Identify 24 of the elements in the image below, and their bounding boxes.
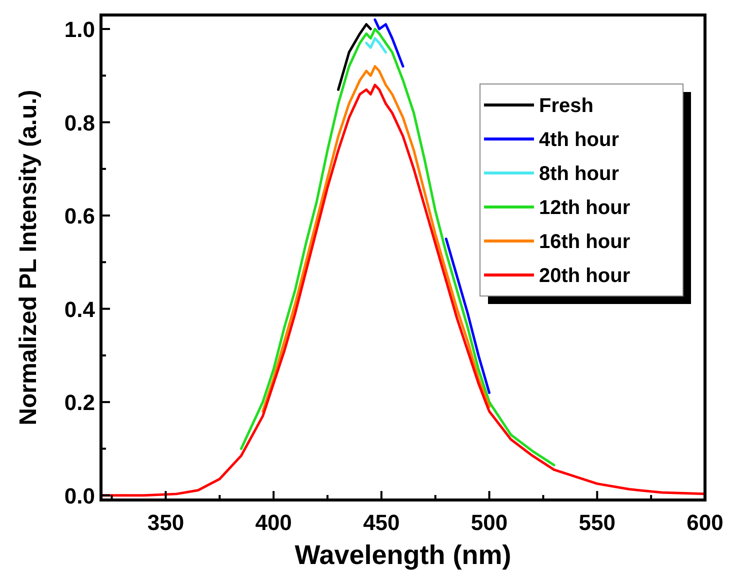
- line-series: [337, 23, 372, 91]
- legend-label: 20th hour: [539, 265, 630, 287]
- legend-label: 8th hour: [539, 163, 620, 185]
- y-axis-title: Normalized PL Intensity (a.u.): [15, 90, 42, 426]
- x-tick-label: 450: [363, 510, 400, 535]
- x-tick-label: 400: [255, 510, 292, 535]
- x-tick-label: 550: [578, 510, 616, 535]
- y-tick-label: 0.6: [64, 204, 95, 229]
- line-series: [262, 65, 491, 413]
- x-tick-label: 600: [686, 510, 724, 535]
- x-tick-label: 500: [470, 510, 508, 535]
- y-tick-label: 0.0: [64, 483, 95, 508]
- legend-label: 4th hour: [539, 129, 620, 151]
- legend-label: Fresh: [539, 95, 594, 117]
- x-axis-title: Wavelength (nm): [294, 540, 512, 570]
- legend-label: 12th hour: [539, 197, 630, 219]
- y-tick-label: 0.4: [64, 296, 96, 322]
- line-series: [365, 37, 387, 54]
- y-tick-label: 0.8: [64, 110, 95, 136]
- y-tick-label: 1.0: [64, 16, 95, 42]
- y-tick-label: 0.2: [64, 390, 95, 416]
- line-series: [101, 84, 705, 497]
- legend-label: 16th hour: [539, 231, 630, 253]
- x-tick-label: 350: [147, 510, 184, 535]
